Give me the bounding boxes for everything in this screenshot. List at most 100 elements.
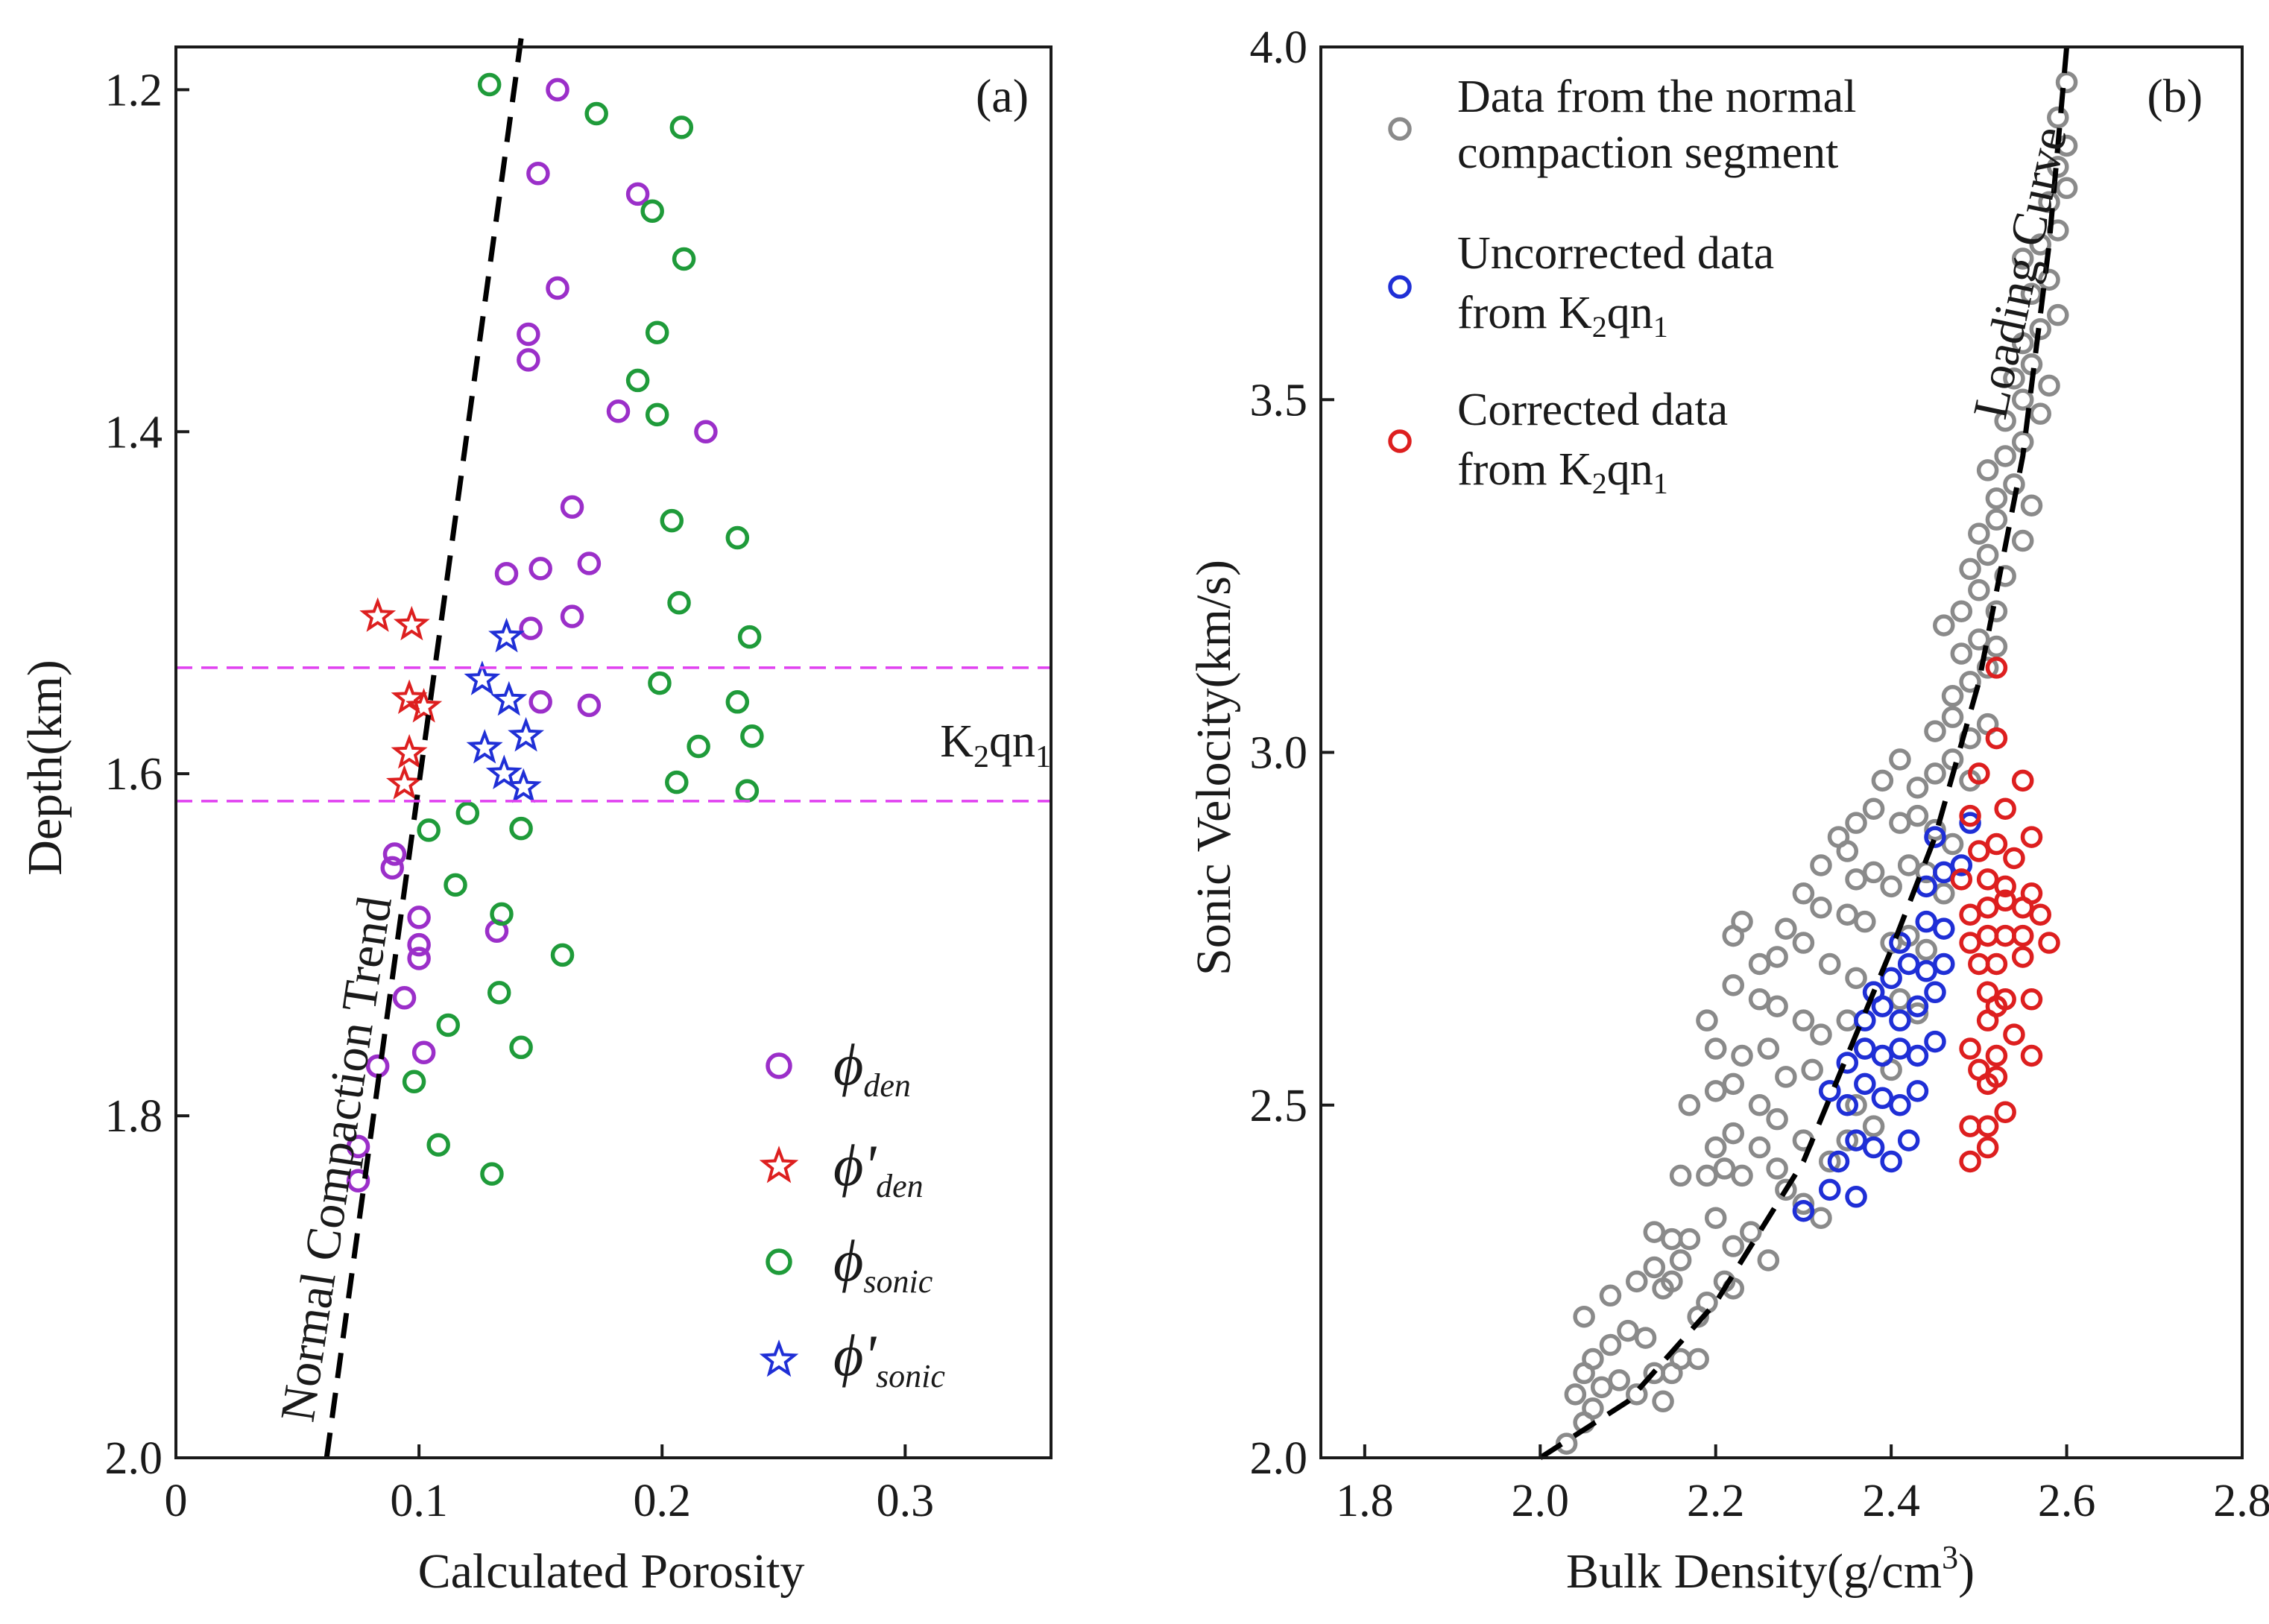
scatter-point-corrected [1976,1115,1999,1137]
scatter-point-normal_compaction [1740,1221,1762,1243]
scatter-point-phi_sonic_corrected [466,729,503,764]
scatter-point-normal_compaction [1810,1023,1832,1046]
scatter-point-normal_compaction [1941,685,1964,707]
scatter-point-phi_den_corrected [393,605,430,641]
scatter-point-normal_compaction [1731,1164,1753,1187]
scatter-point-uncorrected [1933,952,1955,976]
scatter-point-uncorrected [1880,1150,1902,1173]
scatter-point-normal_compaction [1608,1369,1630,1391]
loading-curve-line [1539,46,2070,1460]
legend-label-uncorrected-line2: from K2qn1 [1457,288,1668,344]
scatter-point-normal_compaction [1915,938,1937,961]
scatter-point-normal_compaction [1626,1383,1648,1406]
scatter-point-normal_compaction [1696,1164,1718,1187]
scatter-point-uncorrected [1906,1080,1929,1102]
scatter-point-phi_sonic [740,724,764,748]
panel-a-data-points [346,72,764,1193]
scatter-point-normal_compaction [1792,932,1815,954]
scatter-point-phi_sonic [509,816,533,841]
scatter-point-corrected [1985,1066,2008,1088]
y-tick-label: 1.4 [105,407,163,458]
scatter-point-normal_compaction [1845,1094,1867,1116]
scatter-point-corrected [2020,988,2043,1011]
scatter-point-phi_sonic [640,199,664,224]
scatter-point-normal_compaction [1775,1066,1797,1088]
scatter-point-normal_compaction [1731,1044,1753,1067]
scatter-point-uncorrected [1854,1037,1876,1060]
scatter-point-corrected [2011,924,2034,947]
panel-b: 1.8 2.0 2.2 2.4 2.6 2.8 2.0 2.5 3.0 3.5 4.0 (b) L… [1187,22,2269,1599]
scatter-point-normal_compaction [1968,628,1990,651]
x-tick-label: 0.2 [633,1476,691,1526]
scatter-point-corrected [1994,988,2016,1011]
scatter-point-uncorrected [1792,1199,1815,1222]
scatter-point-corrected [1959,1150,1981,1173]
scatter-point-phi_sonic [625,368,650,393]
panel-a-y-ticks: 1.2 1.4 1.6 1.8 2.0 [105,65,189,1484]
scatter-point-normal_compaction [1775,917,1797,940]
legend-marker-phi-sonic-corrected [759,1339,799,1377]
scatter-point-corrected [1985,952,2008,976]
scatter-point-phi_sonic [490,902,514,926]
scatter-point-corrected [1994,889,2016,912]
scatter-point-normal_compaction [1704,1207,1727,1229]
scatter-point-normal_compaction [1941,706,1964,728]
scatter-point-corrected [1959,1037,1981,1060]
scatter-point-corrected [2003,847,2025,870]
scatter-point-normal_compaction [2055,177,2078,200]
scatter-point-uncorrected [1818,1178,1841,1201]
scatter-point-corrected [1976,1136,1999,1159]
scatter-point-phi_sonic [737,625,762,649]
scatter-point-normal_compaction [1836,903,1859,926]
scatter-point-normal_compaction [1599,1333,1622,1356]
scatter-point-normal_compaction [1704,1136,1727,1159]
scatter-point-normal_compaction [1652,1390,1674,1413]
scatter-point-corrected [2011,769,2034,792]
scatter-point-normal_compaction [1599,1284,1622,1307]
scatter-point-corrected [2029,903,2052,926]
scatter-point-normal_compaction [1985,508,2008,531]
x-tick-label: 2.8 [2213,1476,2269,1526]
panel-a-label: (a) [976,69,1029,122]
scatter-point-phi_den [526,162,550,186]
scatter-point-normal_compaction [1704,1037,1727,1060]
legend-label-phi-sonic-corrected: ϕ'sonic [833,1323,945,1394]
scatter-point-normal_compaction [1994,409,2016,432]
scatter-point-phi_sonic [645,320,669,344]
scatter-point-corrected [2003,1023,2025,1046]
scatter-point-phi_den [577,693,602,718]
scatter-point-normal_compaction [1889,812,1911,834]
scatter-point-uncorrected [1889,1094,1911,1116]
scatter-point-phi_den [392,986,417,1010]
scatter-point-uncorrected [1906,1044,1929,1067]
scatter-point-normal_compaction [1748,988,1771,1011]
legend-label-corrected-line1: Corrected data [1457,385,1728,435]
scatter-point-normal_compaction [1757,1249,1780,1271]
scatter-point-uncorrected [1889,1037,1911,1060]
x-tick-label: 1.8 [1336,1476,1394,1526]
scatter-point-corrected [1959,804,1981,827]
panel-b-x-axis-label: Bulk Density(g/cm3) [1566,1539,1975,1599]
scatter-point-normal_compaction [1871,769,1894,792]
scatter-point-phi_sonic [477,72,502,97]
x-tick-label: 2.6 [2038,1476,2096,1526]
scatter-point-normal_compaction [1976,657,1999,679]
scatter-point-normal_compaction [1845,812,1867,834]
scatter-point-uncorrected [1933,917,1955,940]
scatter-point-normal_compaction [1924,720,1946,742]
scatter-point-normal_compaction [1582,1397,1604,1420]
panel-b-data-points [1555,71,2078,1455]
scatter-point-uncorrected [1818,1080,1841,1102]
scatter-point-normal_compaction [2011,388,2034,411]
y-tick-label: 3.5 [1250,375,1308,426]
scatter-point-phi_den [494,561,519,586]
scatter-point-normal_compaction [1766,995,1788,1017]
x-tick-label: 0 [165,1476,188,1526]
scatter-point-normal_compaction [1748,952,1771,976]
legend-label-phi-den-corrected: ϕ'den [833,1133,924,1204]
legend-item-normal-compaction: Data from the normal compaction segment [1388,72,1856,178]
x-tick-label: 2.4 [1862,1476,1920,1526]
legend-marker-phi-den [766,1052,792,1079]
scatter-point-phi_den [694,420,718,444]
scatter-point-normal_compaction [2029,233,2052,256]
